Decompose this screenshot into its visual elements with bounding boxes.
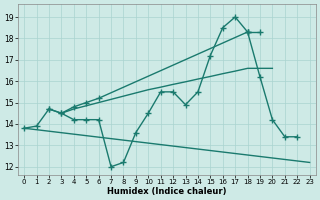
X-axis label: Humidex (Indice chaleur): Humidex (Indice chaleur) — [107, 187, 227, 196]
